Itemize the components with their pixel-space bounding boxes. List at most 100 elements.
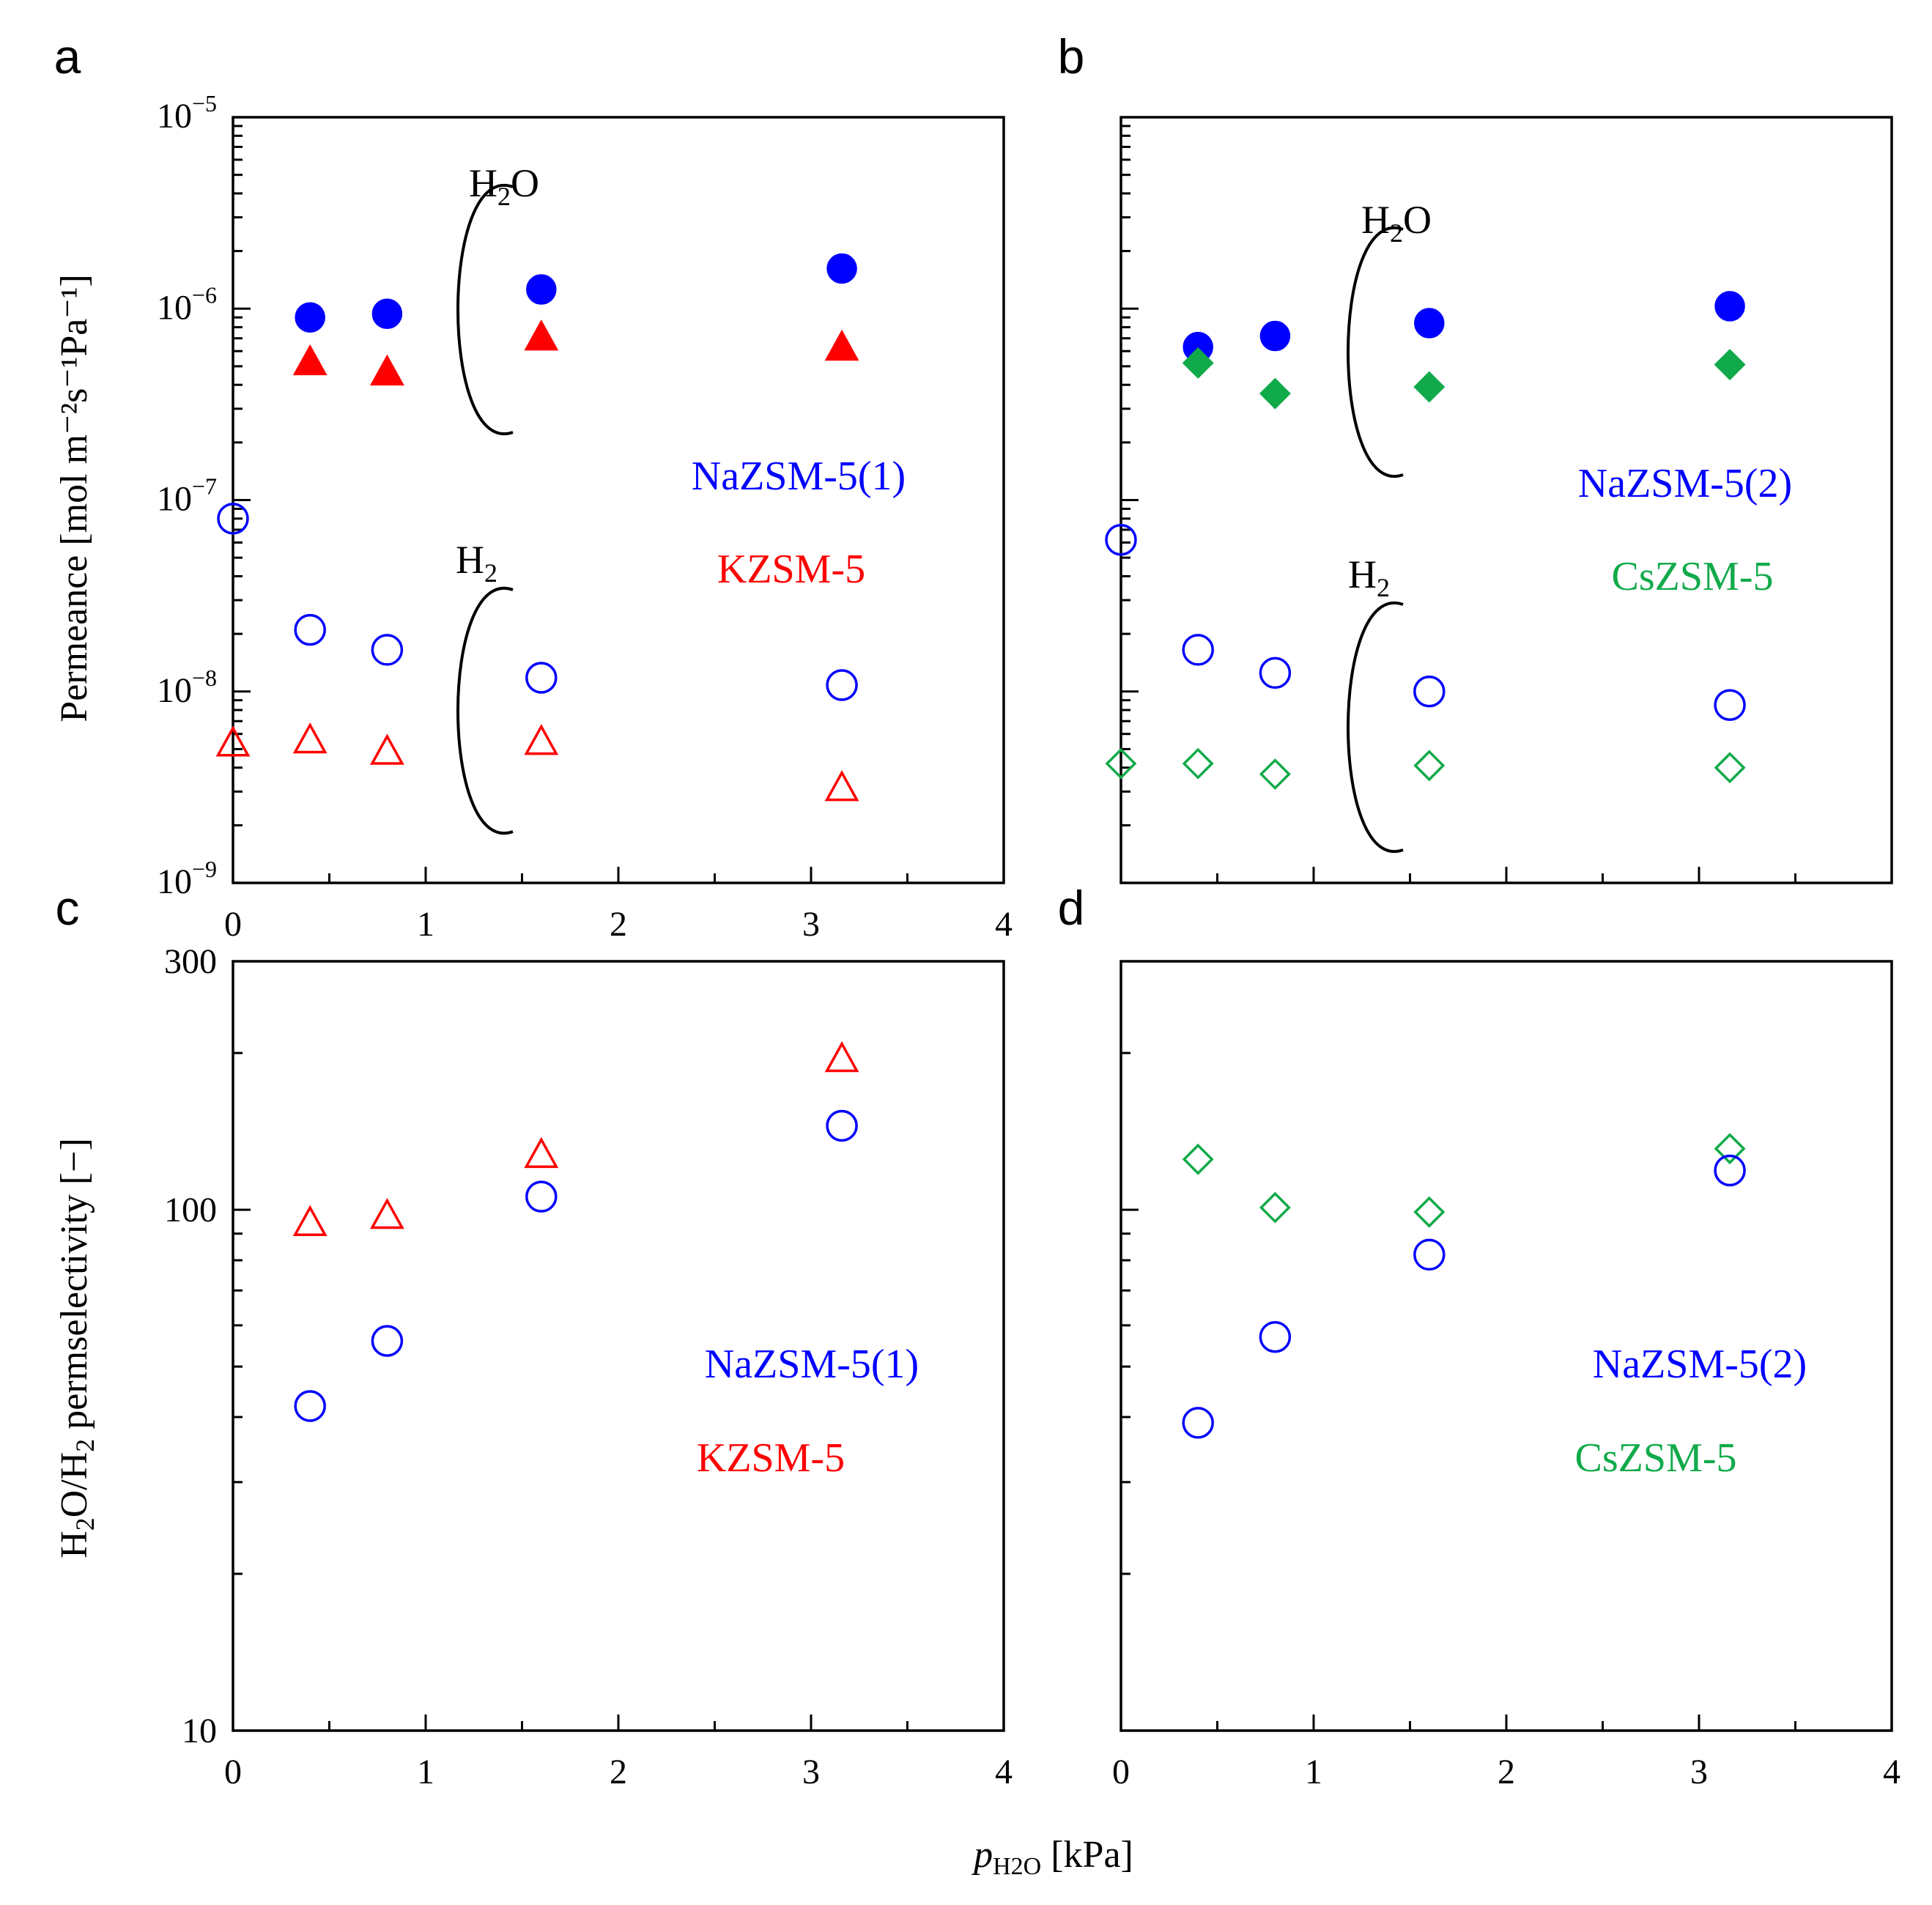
y-tick-label-base: 10 [157, 862, 192, 901]
series-label-c: NaZSM-5(1) [705, 1342, 919, 1387]
marker-circle-filled [526, 274, 557, 305]
marker-diamond-filled [1714, 349, 1746, 381]
group-label-tail: O [511, 161, 539, 205]
marker-diamond-filled [1182, 347, 1214, 379]
marker-circle-open [1413, 676, 1446, 708]
marker-circle-open [1259, 1320, 1292, 1353]
group-label-h2o: H2O [469, 161, 539, 211]
marker-triangle-filled [524, 319, 559, 351]
marker-triangle-open [824, 1040, 859, 1073]
marker-circle-filled [295, 302, 325, 333]
x-axis-title-rest: [kPa] [1041, 1834, 1133, 1876]
marker-circle-open [1182, 1407, 1214, 1439]
bracket-h2o [1347, 226, 1404, 478]
y-tick-label-c: 300 [164, 942, 217, 981]
x-tick-label-c: 2 [610, 1753, 627, 1791]
y-tick-label-a: 10−5 [157, 90, 217, 136]
marker-triangle-open [824, 770, 859, 802]
y-axis-title-permselectivity-sub2: 2 [70, 1439, 100, 1452]
y-axis-title-permselectivity-h: H [53, 1531, 95, 1558]
marker-triangle-filled [824, 329, 859, 361]
x-axis-title-subscript: H2O [993, 1853, 1041, 1880]
marker-circle-open [1714, 689, 1746, 721]
x-tick-label-d: 3 [1690, 1753, 1708, 1791]
y-tick-label-c: 100 [164, 1191, 217, 1229]
marker-diamond-open [1105, 747, 1137, 780]
x-tick-label-c: 3 [802, 1753, 820, 1791]
panel-letter-d: d [1058, 881, 1085, 935]
x-tick-label-d: 0 [1112, 1753, 1130, 1791]
marker-diamond-open [1259, 758, 1291, 791]
marker-triangle-open [524, 1136, 559, 1169]
marker-diamond-filled [1259, 377, 1291, 410]
x-axis-title: pH2O [kPa] [971, 1834, 1133, 1880]
x-tick-label-c: 0 [224, 1753, 242, 1791]
series-label-a: NaZSM-5(1) [692, 454, 906, 499]
y-axis-title-permselectivity-mid: O/H [53, 1452, 95, 1518]
marker-circle-open [1182, 634, 1214, 666]
marker-diamond-filled [1413, 371, 1446, 403]
bracket-h2 [1347, 601, 1404, 854]
x-tick-label-a: 2 [610, 905, 627, 944]
x-tick-label-a: 0 [224, 905, 242, 944]
y-tick-label-base: 10 [157, 671, 192, 710]
marker-circle-open [525, 1180, 558, 1213]
marker-triangle-open [369, 1197, 404, 1229]
x-tick-label-d: 2 [1498, 1753, 1515, 1791]
y-tick-label-base: 10 [157, 97, 192, 136]
panel-d: d 0 1 2 3 4 NaZSM-5(2) CsZSM-5 [1058, 881, 1900, 1791]
group-label-main: H [1348, 552, 1377, 596]
x-tick-label-a: 1 [417, 905, 434, 944]
y-tick-label-a: 10−9 [157, 856, 217, 901]
marker-circle-filled [1259, 320, 1291, 352]
y-tick-label-exponent: −8 [192, 665, 217, 691]
y-axis-title-permselectivity-sub1: 2 [70, 1517, 100, 1531]
y-axis-title-permselectivity-post: permselectivity [−] [53, 1138, 95, 1439]
bracket-h2 [456, 586, 514, 835]
group-label-main: H [456, 538, 484, 582]
marker-circle-open [1105, 523, 1137, 556]
bracket-h2o [456, 183, 514, 436]
marker-circle-open [826, 1109, 858, 1142]
plot-frame-a [232, 116, 1005, 884]
x-axis-title-italic: p [971, 1834, 993, 1876]
marker-triangle-open [292, 1205, 327, 1236]
marker-circle-open [217, 503, 249, 535]
panel-letter-a: a [54, 29, 81, 84]
y-axis-title-permselectivity: H2O/H2 permselectivity [−] [53, 1138, 100, 1558]
marker-circle-open [826, 669, 858, 701]
marker-diamond-open [1413, 1196, 1446, 1228]
marker-triangle-open [524, 724, 559, 755]
y-tick-label-exponent: −7 [192, 473, 217, 500]
marker-circle-filled [1714, 291, 1745, 322]
panel-letter-b: b [1058, 29, 1085, 84]
group-label-h2o: H2O [1361, 198, 1432, 248]
marker-circle-open [1259, 656, 1292, 689]
group-label-h2: H2 [456, 538, 497, 588]
y-tick-label-exponent: −5 [192, 90, 217, 116]
group-label-subscript: 2 [1390, 218, 1403, 248]
marker-triangle-open [215, 725, 251, 757]
series-label-b: CsZSM-5 [1612, 554, 1774, 599]
panel-a: a0 1 2 3 410−910−810−710−610−5H2OH2NaZSM-5(1… [54, 29, 1013, 944]
group-label-h2: H2 [1348, 552, 1390, 602]
marker-circle-open [371, 634, 404, 666]
y-axis-title-permeance: Permeance [mol m⁻²s⁻¹Pa⁻¹] [53, 274, 95, 722]
x-tick-label-a: 4 [995, 905, 1013, 944]
marker-diamond-open [1182, 747, 1214, 780]
series-label-d: CsZSM-5 [1575, 1435, 1737, 1481]
marker-circle-open [371, 1325, 404, 1357]
x-tick-label-d: 4 [1883, 1753, 1900, 1791]
y-tick-label-a: 10−8 [157, 665, 217, 710]
y-tick-label-base: 10 [157, 480, 192, 519]
marker-triangle-open [369, 733, 404, 765]
marker-circle-filled [1414, 308, 1445, 339]
y-tick-label-a: 10−7 [157, 473, 217, 519]
y-tick-label-base: 10 [157, 288, 192, 327]
x-tick-label-c: 4 [995, 1753, 1013, 1791]
group-label-subscript: 2 [484, 558, 497, 588]
x-tick-label-c: 1 [417, 1753, 434, 1791]
